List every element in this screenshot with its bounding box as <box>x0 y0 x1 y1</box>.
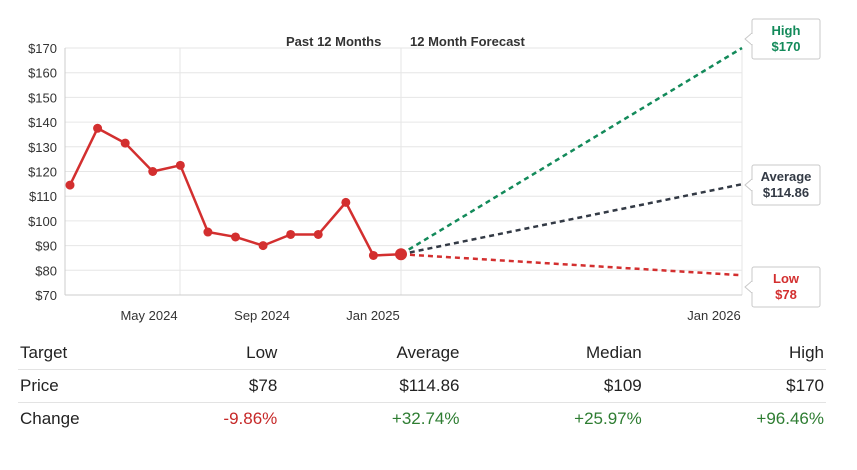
label-pointer-mask <box>751 180 754 190</box>
y-tick-label: $140 <box>28 115 57 130</box>
forecast-lines <box>400 46 743 277</box>
label-pointer-mask <box>751 34 754 44</box>
label-pointer-mask <box>751 282 754 292</box>
label-value: $78 <box>775 287 797 302</box>
forecast-line-low <box>400 252 743 277</box>
data-point <box>120 138 130 148</box>
y-tick-label: $100 <box>28 214 57 229</box>
table-header-row: Target Low Average Median High <box>18 337 826 370</box>
header-12-month-forecast: 12 Month Forecast <box>410 34 526 49</box>
y-tick-label: $70 <box>35 288 57 303</box>
forecast-label-average: Average$114.86 <box>744 164 821 206</box>
y-tick-label: $170 <box>28 41 57 56</box>
data-point <box>395 248 407 261</box>
data-point <box>368 250 378 260</box>
data-point <box>286 229 296 239</box>
label-name: Low <box>773 271 800 286</box>
data-point <box>203 227 213 237</box>
forecast-line-high <box>400 46 743 256</box>
header-low: Low <box>132 337 280 370</box>
label-pointer <box>744 31 753 47</box>
chart-grid <box>64 47 743 296</box>
forecast-line-average <box>400 182 743 256</box>
header-target: Target <box>18 337 132 370</box>
y-tick-label: $150 <box>28 90 57 105</box>
price-average: $114.86 <box>279 369 462 403</box>
y-tick-label: $130 <box>28 140 57 155</box>
change-median: +25.97% <box>574 409 642 428</box>
label-name: High <box>772 23 801 38</box>
forecast-labels: High$170 Average$114.86 Low$78 <box>744 18 821 308</box>
y-tick-label: $120 <box>28 165 57 180</box>
table-row-change: Change -9.86% +32.74% +25.97% +96.46% <box>18 403 826 436</box>
change-average: +32.74% <box>391 409 460 428</box>
x-tick-label: Jan 2025 <box>346 308 400 323</box>
forecast-label-high: High$170 <box>744 18 821 60</box>
change-low: -9.86% <box>223 409 278 428</box>
data-point <box>175 160 185 170</box>
price-target-table: Target Low Average Median High Price $78… <box>18 337 826 435</box>
y-tick-label: $80 <box>35 263 57 278</box>
forecast-label-low: Low$78 <box>744 266 821 308</box>
history-series <box>65 123 407 261</box>
label-pointer <box>744 279 753 295</box>
data-point <box>148 167 158 176</box>
y-tick-label: $110 <box>29 189 57 204</box>
x-tick-label: Jan 2026 <box>687 308 741 323</box>
y-axis-ticks: $170 $160 $150 $140 $130 $120 $110 $100 $90 $80 $7… <box>28 41 57 303</box>
label-value: $114.86 <box>763 185 809 200</box>
data-point <box>258 241 268 251</box>
price-high: $170 <box>643 369 826 403</box>
price-low: $78 <box>132 369 280 403</box>
row-label: Change <box>20 409 80 428</box>
y-tick-label: $160 <box>28 66 57 81</box>
header-high: High <box>643 337 826 370</box>
y-tick-label: $90 <box>35 239 57 254</box>
price-median: $109 <box>461 369 644 403</box>
x-tick-label: Sep 2024 <box>234 308 290 323</box>
data-point <box>231 232 240 242</box>
change-high: +96.46% <box>756 409 824 428</box>
header-median: Median <box>461 337 644 370</box>
data-point <box>65 180 75 190</box>
label-name: Average <box>761 169 812 184</box>
row-label: Price <box>18 369 132 403</box>
x-axis-ticks: May 2024 Sep 2024 Jan 2025 Jan 2026 <box>120 308 740 323</box>
table-row-price: Price $78 $114.86 $109 $170 <box>18 369 826 403</box>
data-point <box>93 123 103 133</box>
price-target-chart: $170 $160 $150 $140 $130 $120 $110 $100 $90 $80 $7… <box>28 18 821 323</box>
x-tick-label: May 2024 <box>120 308 177 323</box>
data-point <box>313 229 323 239</box>
header-average: Average <box>279 337 462 370</box>
header-past-12-months: Past 12 Months <box>286 34 381 49</box>
data-point <box>341 197 351 207</box>
label-pointer <box>744 177 753 193</box>
label-value: $170 <box>772 39 801 54</box>
